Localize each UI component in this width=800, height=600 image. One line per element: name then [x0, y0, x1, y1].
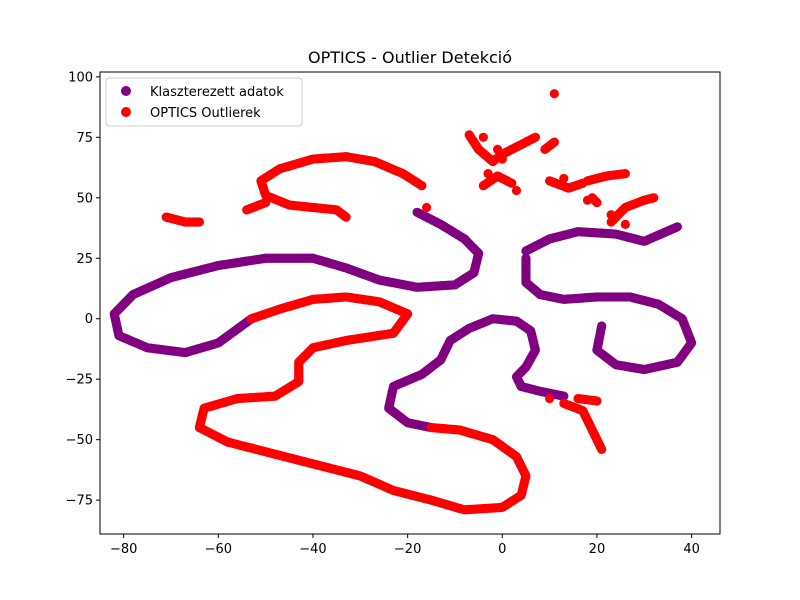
legend-marker-outlier: [121, 107, 131, 117]
data-point: [597, 321, 607, 331]
x-tick-label: 40: [683, 542, 700, 557]
data-point: [597, 444, 607, 454]
x-tick-label: −40: [299, 542, 326, 557]
data-point: [511, 185, 522, 196]
data-point: [672, 222, 683, 232]
y-tick-label: 50: [76, 191, 93, 206]
series-0: [109, 207, 697, 433]
data-point: [426, 422, 436, 433]
data-point: [497, 154, 507, 164]
x-axis: −80 −60 −40 −20 0 20 40: [110, 534, 700, 557]
data-point: [483, 168, 493, 179]
legend-label-clustered: Klaszterezett adatok: [150, 85, 284, 100]
data-point: [620, 168, 630, 179]
x-tick-label: 20: [589, 542, 606, 557]
y-tick-label: −75: [66, 494, 93, 509]
x-tick-label: −20: [394, 542, 421, 557]
data-point: [194, 217, 204, 227]
data-point: [582, 195, 593, 205]
series-1: [161, 89, 659, 515]
data-point: [606, 210, 616, 220]
legend-box: [105, 77, 303, 127]
y-tick-label: −25: [66, 373, 93, 388]
data-point: [559, 173, 569, 184]
legend-label-outlier: OPTICS Outlierek: [150, 106, 261, 121]
data-point: [421, 202, 432, 213]
y-tick-label: 75: [76, 131, 93, 146]
y-tick-label: 0: [85, 312, 93, 327]
y-axis: −75 −50 −25 0 25 50 75 100: [66, 70, 100, 509]
y-tick-label: 100: [68, 70, 93, 85]
data-point: [649, 193, 659, 203]
chart-title: OPTICS - Outlier Detekció: [308, 48, 512, 67]
data-point: [545, 393, 555, 404]
x-tick-label: 0: [498, 542, 506, 557]
y-tick-label: −50: [66, 433, 93, 448]
data-point: [559, 391, 569, 401]
data-point: [592, 396, 602, 406]
legend: Klaszterezett adatok OPTICS Outlierek: [105, 77, 303, 127]
data-point: [549, 89, 559, 99]
data-point: [341, 212, 351, 222]
data-point: [530, 132, 541, 142]
y-tick-label: 25: [76, 252, 93, 267]
x-tick-label: −80: [110, 542, 137, 557]
legend-marker-clustered: [121, 86, 131, 96]
axes-frame: [99, 71, 721, 535]
plot-area: [109, 89, 697, 515]
data-point: [492, 144, 503, 155]
x-tick-label: −60: [205, 542, 232, 557]
data-point: [507, 178, 517, 188]
data-point: [620, 219, 630, 229]
data-point: [478, 132, 488, 142]
data-point: [549, 137, 559, 147]
data-point: [261, 198, 271, 208]
series-layer: [109, 89, 697, 515]
